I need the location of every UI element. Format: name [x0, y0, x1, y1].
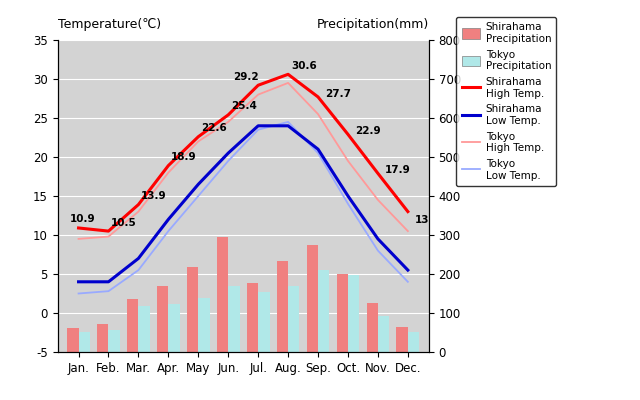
Text: 10.9: 10.9	[70, 214, 96, 224]
Bar	[396, 327, 408, 352]
Text: 22.9: 22.9	[355, 126, 381, 136]
Text: 18.9: 18.9	[171, 152, 196, 162]
Text: Precipitation(mm): Precipitation(mm)	[317, 18, 429, 31]
Bar	[168, 304, 180, 352]
Text: 25.4: 25.4	[231, 101, 257, 111]
Bar	[187, 266, 198, 352]
Bar	[138, 306, 150, 352]
Bar	[228, 286, 239, 352]
Text: 27.7: 27.7	[325, 89, 351, 99]
Bar	[378, 316, 389, 352]
Bar	[288, 286, 300, 352]
Bar	[276, 261, 288, 352]
Bar	[337, 274, 348, 352]
Text: 13: 13	[415, 215, 429, 225]
Bar	[109, 330, 120, 352]
Bar	[367, 303, 378, 352]
Bar	[348, 275, 359, 352]
Bar	[157, 286, 168, 352]
Bar	[307, 245, 318, 352]
Text: Temperature(℃): Temperature(℃)	[58, 18, 161, 31]
Text: 17.9: 17.9	[385, 165, 411, 175]
Bar	[67, 328, 79, 352]
Bar	[79, 332, 90, 352]
Text: 13.9: 13.9	[141, 191, 167, 201]
Text: 22.6: 22.6	[201, 123, 227, 133]
Bar	[127, 298, 138, 352]
Bar	[198, 298, 210, 352]
Text: 10.5: 10.5	[111, 218, 137, 228]
Text: 29.2: 29.2	[233, 72, 259, 82]
Bar	[217, 236, 228, 352]
Bar	[247, 283, 258, 352]
Bar	[258, 292, 269, 352]
Legend: Shirahama
Precipitation, Tokyo
Precipitation, Shirahama
High Temp., Shirahama
Lo: Shirahama Precipitation, Tokyo Precipita…	[456, 17, 556, 186]
Bar	[97, 324, 109, 352]
Bar	[318, 270, 330, 352]
Text: 30.6: 30.6	[291, 61, 317, 71]
Bar	[408, 332, 419, 352]
